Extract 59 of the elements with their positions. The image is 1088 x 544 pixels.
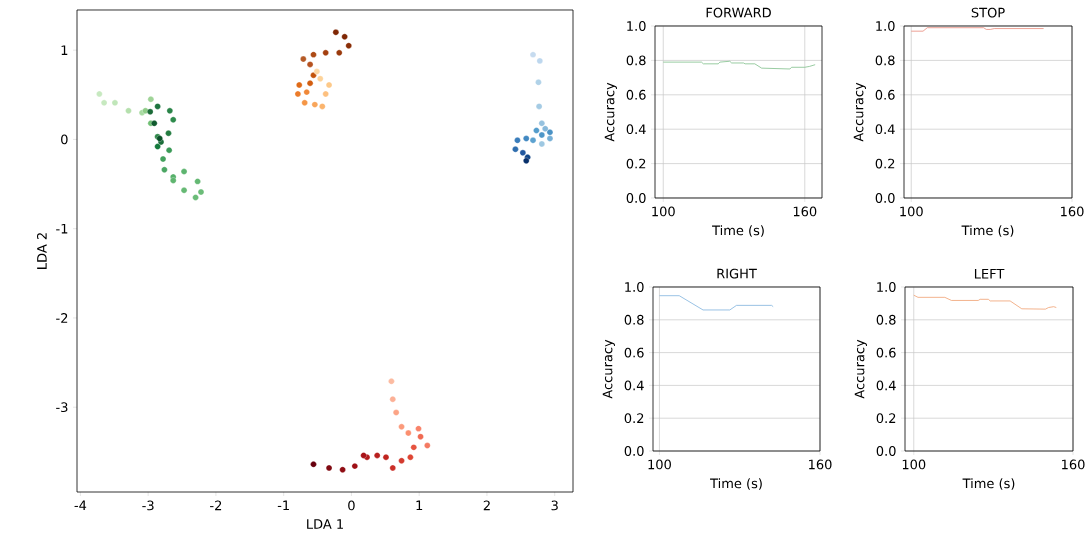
y-tick-label: 0.8 xyxy=(876,314,896,325)
y-tick-label: 0 xyxy=(61,134,68,145)
x-tick-label: 160 xyxy=(793,206,817,217)
y-tick-label: 0.4 xyxy=(626,124,646,135)
y-tick-label: 0.2 xyxy=(624,413,644,424)
y-tick-label: -1 xyxy=(56,223,68,234)
y-axis-title: Accuracy xyxy=(854,339,867,399)
x-tick-label: -2 xyxy=(210,500,222,511)
x-tick-label: 160 xyxy=(1061,206,1084,217)
y-axis-title: LDA 2 xyxy=(36,233,47,269)
y-tick-label: 0.2 xyxy=(875,158,895,169)
x-tick-label: -3 xyxy=(142,500,154,511)
x-tick-label: 1 xyxy=(416,500,423,511)
chart-title: LEFT xyxy=(974,269,1005,279)
y-tick-label: -3 xyxy=(56,402,68,413)
y-tick-label: 0.0 xyxy=(876,446,896,456)
x-tick-label: 160 xyxy=(1062,459,1085,470)
x-tick-label: 100 xyxy=(652,206,675,217)
x-tick-label: 0 xyxy=(348,500,355,511)
y-tick-label: 1.0 xyxy=(877,282,896,292)
x-axis-title: LDA 1 xyxy=(307,519,343,529)
y-tick-label: 0.0 xyxy=(624,446,644,456)
y-tick-label: 1 xyxy=(61,45,68,55)
y-tick-label: 0.2 xyxy=(626,158,646,169)
x-tick-label: 2 xyxy=(483,500,490,511)
y-tick-label: 0.8 xyxy=(875,55,895,66)
x-tick-label: 100 xyxy=(648,459,671,470)
x-tick-label: 160 xyxy=(809,459,832,470)
y-tick-label: 1.0 xyxy=(876,21,895,31)
y-tick-label: 0.0 xyxy=(875,193,895,203)
chart-title: RIGHT xyxy=(717,268,757,279)
y-axis-title: Accuracy xyxy=(602,339,615,399)
x-axis-title: Time (s) xyxy=(710,478,762,490)
y-tick-label: 0.4 xyxy=(875,124,895,135)
y-tick-label: 1.0 xyxy=(625,282,644,292)
y-tick-label: 0.6 xyxy=(875,89,895,100)
y-tick-label: 0.4 xyxy=(876,380,896,391)
y-tick-label: 1.0 xyxy=(627,21,646,31)
y-tick-label: 0.8 xyxy=(626,55,646,66)
y-tick-label: -2 xyxy=(56,313,68,323)
y-tick-label: 0.6 xyxy=(626,89,646,100)
chart-title: FORWARD xyxy=(706,7,771,18)
x-tick-label: 100 xyxy=(900,206,923,217)
y-tick-label: 0.2 xyxy=(876,413,896,424)
x-tick-label: 100 xyxy=(902,459,926,470)
y-axis-title: Accuracy xyxy=(604,82,617,142)
y-tick-label: 0.6 xyxy=(876,347,896,358)
y-tick-label: 0.4 xyxy=(624,380,644,391)
x-tick-label: 3 xyxy=(551,500,558,511)
x-axis-title: Time (s) xyxy=(962,478,1015,490)
chart-title: STOP xyxy=(971,7,1005,18)
y-tick-label: 0.0 xyxy=(626,193,646,203)
y-tick-label: 0.8 xyxy=(624,314,644,325)
x-tick-label: -4 xyxy=(74,500,87,511)
y-tick-label: 0.6 xyxy=(624,347,644,358)
x-axis-title: Time (s) xyxy=(712,225,764,237)
y-axis-title: Accuracy xyxy=(853,82,866,142)
x-tick-label: -1 xyxy=(277,500,289,511)
x-axis-title: Time (s) xyxy=(961,225,1014,237)
